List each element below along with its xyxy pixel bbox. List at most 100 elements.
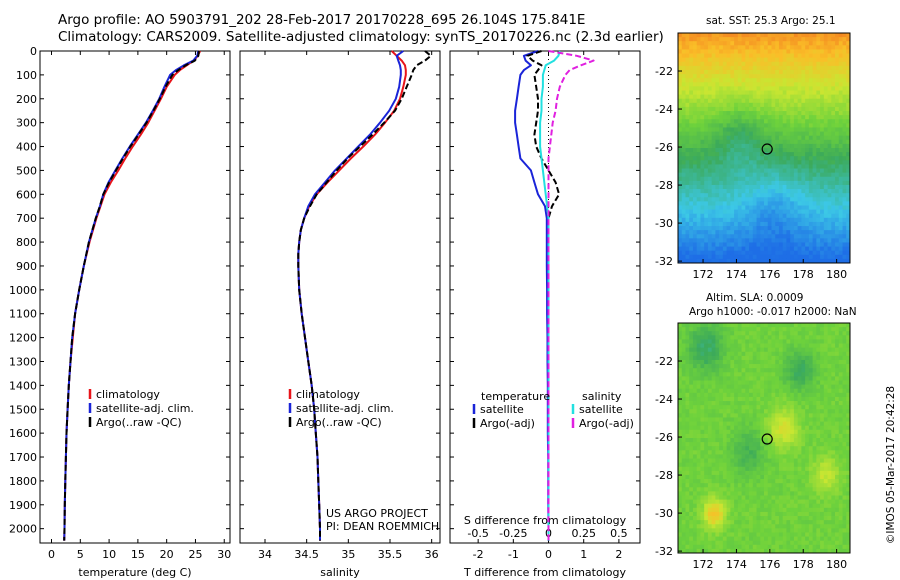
sst_map-cell: [704, 209, 709, 215]
sst_map-cell: [756, 65, 761, 71]
sst_map-cell: [700, 246, 705, 252]
sla_map-cell: [835, 368, 840, 373]
sla_map-cell: [689, 359, 694, 365]
sla_map-cell: [692, 495, 698, 501]
sla_map-cell: [741, 388, 746, 394]
sst_map-cell: [816, 242, 821, 247]
sst_map-cell: [790, 164, 795, 169]
sst_map-cell: [745, 127, 750, 132]
sla_map-cell: [835, 425, 840, 431]
sla_map-cell: [707, 499, 713, 505]
sst_map-cell: [756, 242, 761, 247]
sla_map-cell: [756, 499, 761, 505]
sst_map-cell: [700, 258, 705, 264]
sst_map-cell: [782, 86, 787, 91]
sst_map-cell: [823, 98, 828, 104]
sla_map-cell: [719, 499, 724, 505]
sla_map-cell: [715, 380, 720, 386]
sst_map-cell: [700, 69, 705, 75]
sla_map-cell: [842, 343, 847, 349]
sst_map-cell: [711, 86, 716, 91]
sst_map-cell: [707, 82, 713, 87]
sst_map-cell: [692, 45, 698, 50]
sla_map-cell: [689, 405, 694, 410]
difference-series-line: [539, 50, 561, 541]
sla_map-cell: [707, 417, 713, 422]
sla_map-cell: [827, 495, 832, 501]
sst_map-cell: [745, 37, 750, 42]
sla_map-cell: [756, 323, 761, 328]
sst_map-cell: [775, 111, 780, 116]
sla_map-cell: [793, 347, 799, 353]
sst_map-cell: [741, 250, 746, 256]
sla_map-cell: [704, 335, 709, 340]
sst_map-cell: [681, 197, 686, 202]
sst_map-cell: [778, 61, 784, 67]
sst_map-cell: [801, 217, 806, 223]
sst_map-cell: [801, 123, 806, 128]
sst_map-cell: [782, 156, 787, 161]
sla_map-cell: [696, 388, 701, 394]
sla_map-cell: [835, 355, 840, 361]
sst_map-cell: [842, 78, 847, 83]
sst_map-cell: [756, 86, 761, 91]
sst_map-cell: [838, 242, 843, 247]
sst_map-cell: [786, 164, 791, 169]
sla_map-cell: [726, 425, 731, 431]
sla_map-cell: [700, 458, 705, 464]
sst_map-cell: [678, 135, 683, 141]
sst_map-cell: [726, 143, 731, 149]
sla_map-cell: [711, 384, 716, 390]
sla_map-cell: [722, 347, 728, 353]
sla_map-cell: [838, 466, 843, 472]
sst_map-cell: [726, 201, 731, 206]
sla_map-cell: [715, 351, 720, 357]
sst_map-cell: [812, 119, 817, 124]
sst_map-cell: [797, 156, 802, 161]
sla_map-cell: [764, 474, 769, 480]
sst_map-cell: [786, 90, 791, 96]
sst_map-cell: [808, 98, 814, 104]
difference-series-line: [526, 50, 561, 541]
sla_map-cell: [801, 503, 806, 509]
sst_map-cell: [778, 94, 784, 100]
temperature-series-line: [63, 50, 200, 541]
sst_map-cell: [726, 184, 731, 190]
sst_map-cell: [820, 189, 825, 194]
sla_map-cell: [816, 376, 821, 381]
sla_map-cell: [681, 323, 686, 328]
sla_map-cell: [808, 380, 814, 386]
sst_map-cell: [730, 65, 735, 71]
sst_map-cell: [722, 242, 728, 247]
sst_map-cell: [808, 152, 814, 157]
sst_map-cell: [790, 246, 795, 252]
sla_map-cell: [846, 396, 851, 402]
sst_map-cell: [823, 49, 828, 54]
sla_map-cell: [719, 364, 724, 369]
sla_map-cell: [692, 483, 698, 488]
sst_map-cell: [726, 230, 731, 235]
sst_map-cell: [685, 217, 690, 223]
sst_map-cell: [756, 123, 761, 128]
sst_map-cell: [730, 172, 735, 178]
sst_map-cell: [685, 53, 690, 59]
sst_map-cell: [805, 37, 810, 42]
sla_map-cell: [681, 503, 686, 509]
sst_map-cell: [790, 209, 795, 215]
sst_map-cell: [726, 226, 731, 231]
sst_map-cell: [737, 139, 742, 145]
sst_map-cell: [681, 33, 686, 38]
sst_map-cell: [734, 37, 739, 42]
sla_map-cell: [756, 474, 761, 480]
sst_map-cell: [737, 82, 742, 87]
sst_map-cell: [797, 176, 802, 182]
sla_map-cell: [805, 491, 810, 496]
sst_map-cell: [827, 209, 832, 215]
sla_map-cell: [696, 487, 701, 492]
sla_map-cell: [805, 351, 810, 357]
sst_map-cell: [722, 180, 728, 186]
sst_map-cell: [711, 156, 716, 161]
sst_map-cell: [771, 82, 776, 87]
sst_map-cell: [771, 98, 776, 104]
sla_map-cell: [711, 507, 716, 513]
